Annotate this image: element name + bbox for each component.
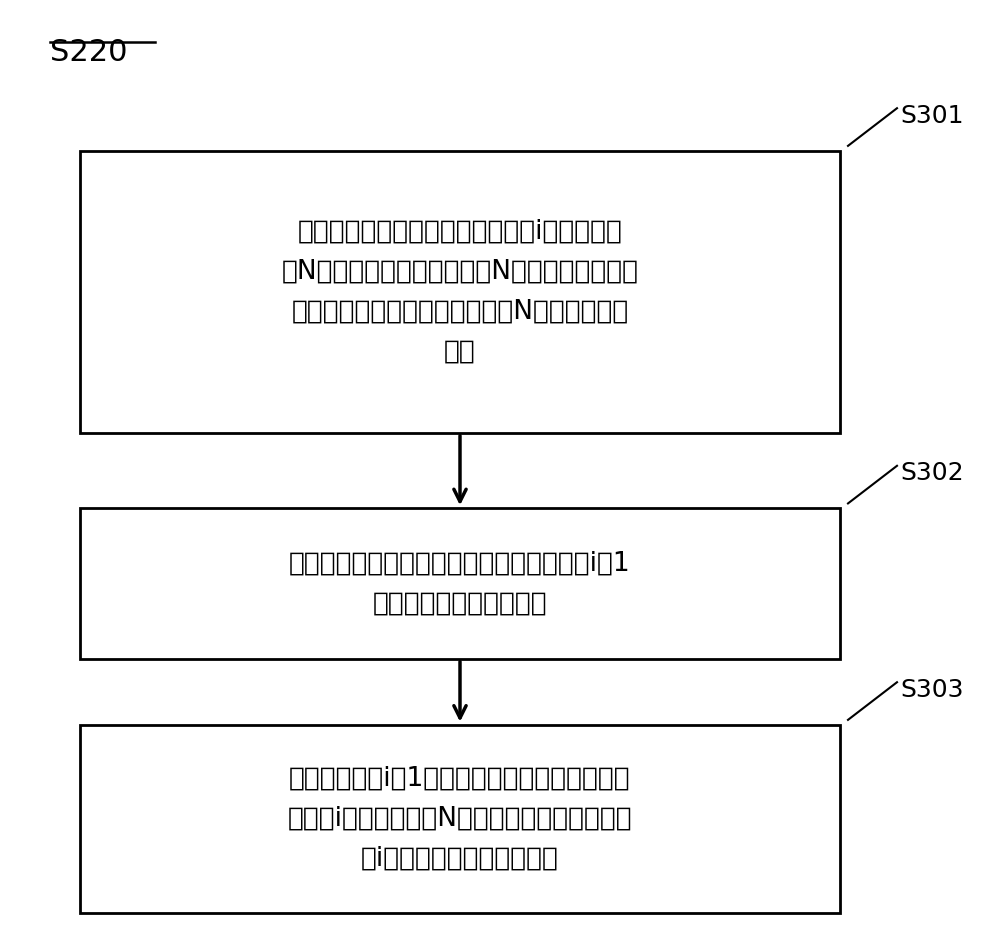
- FancyBboxPatch shape: [80, 725, 840, 913]
- Text: 基于与所述第i－1个语句对应的累计情感值和与
所述第i个语句对应的N个情绪概率，得到与所述
第i个语句对应的累计情感值: 基于与所述第i－1个语句对应的累计情感值和与 所述第i个语句对应的N个情绪概率，…: [288, 766, 632, 871]
- FancyBboxPatch shape: [80, 151, 840, 433]
- FancyBboxPatch shape: [80, 508, 840, 659]
- Text: S303: S303: [900, 678, 963, 702]
- Text: S301: S301: [900, 104, 963, 128]
- Text: S302: S302: [900, 461, 964, 486]
- Text: S220: S220: [50, 38, 128, 67]
- Text: 利用短文本情绪模型输出与所述第i个语句对应
的N个情绪概率；其中，所述N个情绪概率为任意
一个语句所表达的情绪分别属于N个情绪类别的
概率: 利用短文本情绪模型输出与所述第i个语句对应 的N个情绪概率；其中，所述N个情绪概…: [282, 218, 639, 365]
- Text: 获取与所述第一顾客在本次会话中输入的第i－1
个语句对应的累计情感值: 获取与所述第一顾客在本次会话中输入的第i－1 个语句对应的累计情感值: [289, 550, 631, 616]
